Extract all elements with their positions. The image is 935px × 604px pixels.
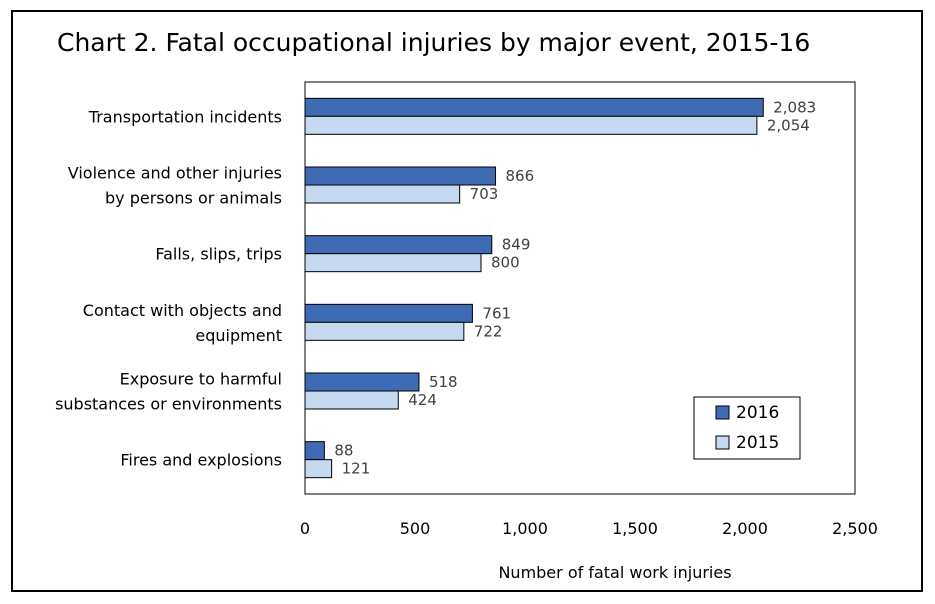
category-label: Fires and explosions <box>120 451 282 470</box>
x-tick-label: 1,500 <box>612 519 658 538</box>
bar-2015-4 <box>304 390 399 410</box>
bar-2016-1 <box>304 166 497 186</box>
bar-2015-0 <box>304 115 758 135</box>
category-label-line: substances or environments <box>55 395 282 414</box>
category-label: Falls, slips, trips <box>155 245 282 264</box>
chart-title: Chart 2. Fatal occupational injuries by … <box>57 28 810 57</box>
data-label-2015: 722 <box>474 322 503 340</box>
data-label-2015: 703 <box>470 185 499 203</box>
category-label-line: Contact with objects and <box>83 301 282 320</box>
legend-label-2015: 2015 <box>736 433 779 453</box>
category-label-line: equipment <box>195 326 282 345</box>
bar-2015-3 <box>304 321 465 341</box>
category-label-line: Fires and explosions <box>120 451 282 470</box>
bar-2015-2 <box>304 253 482 273</box>
category-label-line: Exposure to harmful <box>120 370 282 389</box>
x-tick-label: 2,500 <box>832 519 878 538</box>
category-label-line: Violence and other injuries <box>68 164 282 183</box>
plot-border <box>304 81 856 495</box>
category-label: Contact with objects and equipment <box>83 301 282 345</box>
data-label-2016: 866 <box>506 167 535 185</box>
category-label: Transportation incidents <box>88 107 282 126</box>
category-label-line: by persons or animals <box>105 189 282 208</box>
category-label: Violence and other injuries by persons or… <box>68 164 282 208</box>
bar-2015-5 <box>304 459 333 479</box>
bar-2016-2 <box>304 235 493 255</box>
x-tick-label: 1,000 <box>502 519 548 538</box>
x-axis-title: Number of fatal work injuries <box>498 563 731 582</box>
data-label-2016: 849 <box>502 236 531 254</box>
data-label-2016: 518 <box>429 373 458 391</box>
data-label-2015: 424 <box>408 391 437 409</box>
data-label-2015: 121 <box>342 460 371 478</box>
legend-swatch-2016 <box>715 405 730 420</box>
x-tick-label: 2,000 <box>722 519 768 538</box>
legend-swatch-2015 <box>715 435 730 450</box>
data-label-2016: 2,083 <box>773 98 816 116</box>
category-label: Exposure to harmful substances or environ… <box>55 370 282 414</box>
category-label-line: Transportation incidents <box>88 107 282 126</box>
data-label-2015: 2,054 <box>767 116 810 134</box>
bar-2015-1 <box>304 184 461 204</box>
bar-2016-4 <box>304 372 420 392</box>
bar-2016-3 <box>304 303 473 323</box>
x-tick-label: 0 <box>300 519 310 538</box>
data-label-2016: 761 <box>482 304 511 322</box>
data-label-2016: 88 <box>334 442 353 460</box>
category-label-line: Falls, slips, trips <box>155 245 282 264</box>
bar-2016-0 <box>304 97 764 117</box>
data-label-2015: 800 <box>491 254 520 272</box>
bar-2016-5 <box>304 441 325 461</box>
x-tick-label: 500 <box>400 519 431 538</box>
legend-label-2016: 2016 <box>736 403 779 423</box>
legend-box <box>693 396 801 460</box>
